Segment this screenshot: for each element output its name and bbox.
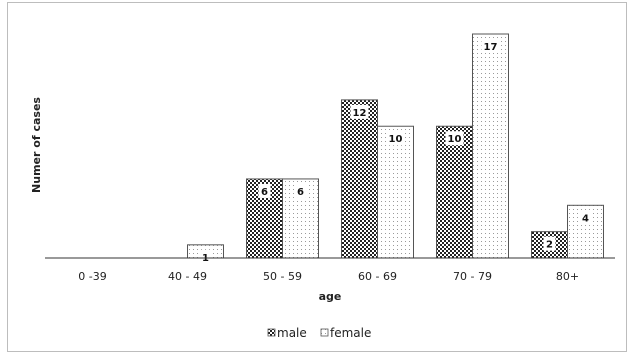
data-label-background	[258, 183, 271, 198]
data-label: 4	[582, 213, 589, 224]
data-label: 2	[546, 240, 553, 251]
legend: male female	[267, 326, 371, 340]
x-tick-label: 0 -39	[78, 270, 106, 283]
y-axis-title: Numer of cases	[30, 97, 43, 193]
data-label-background	[294, 183, 307, 198]
data-label-background	[579, 210, 592, 225]
data-label: 6	[297, 187, 304, 198]
data-label: 10	[389, 134, 403, 145]
data-label: 17	[484, 42, 498, 53]
x-tick-label: 50 - 59	[263, 270, 302, 283]
data-label: 6	[261, 187, 268, 198]
bars-layer	[187, 33, 604, 259]
data-label-background	[543, 236, 556, 251]
bar-female	[377, 125, 414, 259]
x-tick-label: 60 - 69	[358, 270, 397, 283]
bar-male	[436, 125, 473, 259]
x-tick-label: 40 - 49	[168, 270, 207, 283]
x-tick-label: 70 - 79	[453, 270, 492, 283]
bar-male	[341, 99, 378, 259]
bar-female	[472, 33, 509, 259]
x-axis-title: age	[319, 290, 342, 303]
legend-label-female: female	[330, 326, 371, 340]
data-label-background	[386, 131, 405, 146]
x-tick-labels: 0 -39 40 - 49 50 - 59 60 - 69 70 - 79 80+	[78, 270, 579, 283]
x-tick-label: 80+	[556, 270, 579, 283]
data-label-background	[350, 104, 369, 119]
chart-frame	[7, 2, 627, 352]
data-label-background	[199, 249, 212, 264]
data-label: 12	[353, 108, 367, 119]
data-label: 10	[448, 134, 462, 145]
legend-label-male: male	[277, 326, 307, 340]
legend-swatch-female	[320, 328, 329, 337]
legend-swatch-male	[267, 328, 276, 337]
data-label-background	[445, 131, 464, 146]
data-label-background	[481, 39, 500, 53]
